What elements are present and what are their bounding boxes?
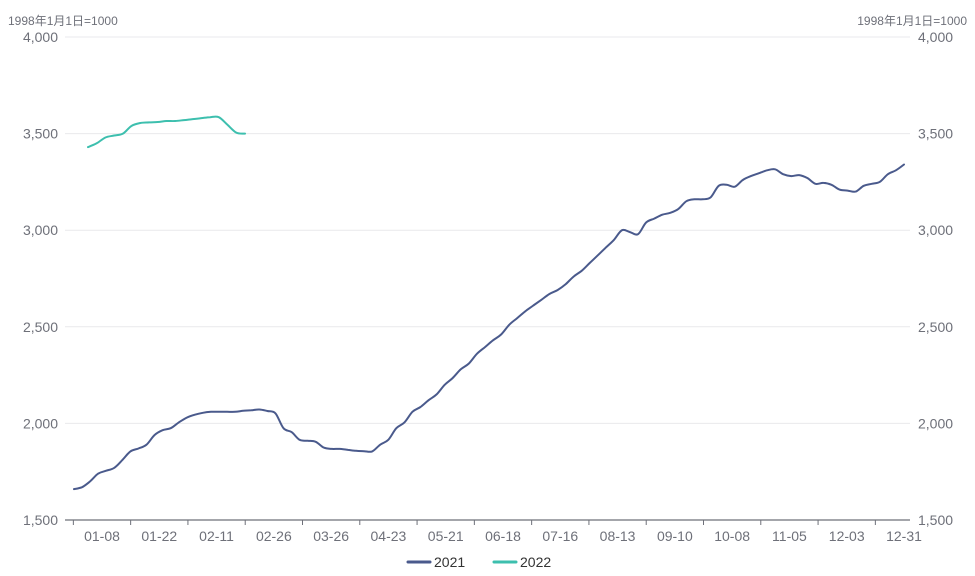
x-tick-label: 09-10 [657,528,693,544]
x-tick-label: 08-13 [600,528,636,544]
y-tick-label-right: 3,500 [918,126,953,142]
series-line-2021[interactable] [73,163,905,491]
y-tick-label-right: 1,500 [918,512,953,528]
y-tick-label-right: 2,000 [918,415,953,431]
y-tick-label-right: 3,000 [918,222,953,238]
legend-label-2021: 2021 [434,554,465,570]
right-axis-unit-label: 1998年1月1日=1000 [857,14,967,28]
axes: 4,000 4,000 3,500 3,500 3,000 3,000 2,500 2,500… [23,29,953,544]
x-tick-label: 01-08 [84,528,120,544]
y-tick-label-right: 2,500 [918,319,953,335]
series-line-2022[interactable] [87,115,246,149]
x-tick-label: 03-26 [313,528,349,544]
x-tick-label: 12-03 [829,528,865,544]
y-tick-label-left: 1,500 [23,512,58,528]
legend-item-2021[interactable]: 2021 [406,554,465,570]
x-tick-label: 11-05 [772,528,807,544]
left-axis-unit-label: 1998年1月1日=1000 [8,14,118,28]
y-tick-label-right: 4,000 [918,29,953,45]
x-tick-label: 01-22 [141,528,177,544]
y-tick-label-left: 3,500 [23,126,58,142]
series-lines [73,115,905,491]
y-tick-label-left: 4,000 [23,29,58,45]
x-tick-label: 02-26 [256,528,292,544]
grid-lines [65,36,910,424]
x-tick-label: 04-23 [371,528,407,544]
x-tick-label: 06-18 [485,528,521,544]
x-tick-label: 07-16 [542,528,578,544]
x-tick-label: 02-11 [199,528,234,544]
x-tick-label: 05-21 [428,528,464,544]
legend-label-2022: 2022 [520,554,551,570]
legend: 2021 2022 [406,554,551,570]
y-tick-label-left: 2,500 [23,319,58,335]
y-tick-label-left: 3,000 [23,222,58,238]
legend-item-2022[interactable]: 2022 [492,554,551,570]
x-tick-label: 10-08 [714,528,750,544]
x-tick-label: 12-31 [886,528,922,544]
y-tick-label-left: 2,000 [23,415,58,431]
